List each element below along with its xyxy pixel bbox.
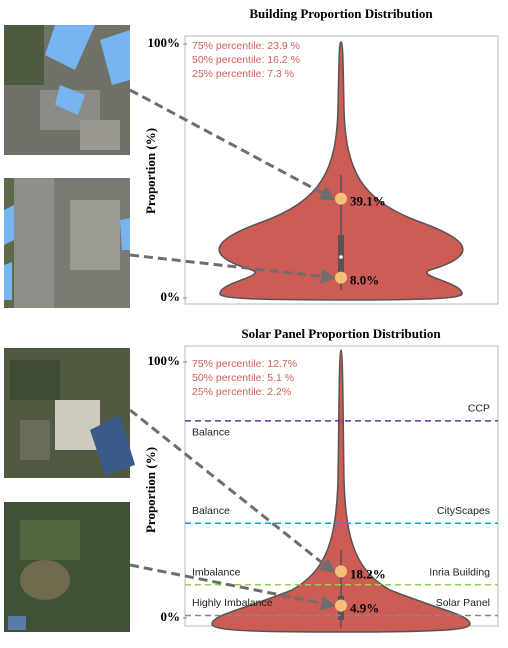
image-solar-1 [4, 348, 135, 478]
y-tick-label: 0% [161, 289, 181, 304]
annotation: 25% percentile: 7.3 % [192, 68, 294, 80]
marker-label: 8.0% [350, 273, 379, 288]
marker-label: 18.2% [350, 566, 386, 581]
chart-title: Solar Panel Proportion Distribution [241, 326, 441, 341]
annotation: 75% percentile: 12.7% [192, 358, 297, 370]
image-building-1 [4, 25, 130, 155]
marker [335, 271, 347, 284]
median [339, 255, 343, 259]
annotation: 75% percentile: 23.9 % [192, 40, 300, 52]
image-building-2 [4, 178, 130, 308]
marker [335, 599, 347, 612]
marker-label: 4.9% [350, 600, 379, 615]
annotation: 50% percentile: 16.2 % [192, 54, 300, 66]
arrow [129, 563, 336, 611]
reference-name: CCP [468, 403, 490, 415]
y-axis-label: Proportion (%) [143, 128, 158, 214]
reference-level: Balance [192, 427, 230, 439]
annotation: 25% percentile: 2.2% [192, 386, 291, 398]
reference-name: Solar Panel [436, 597, 490, 609]
iqr-box [338, 235, 344, 273]
reference-name: Inria Building [429, 567, 490, 579]
marker [335, 565, 347, 578]
reference-level: Highly Imbalance [192, 597, 273, 609]
annotation: 50% percentile: 5.1 % [192, 372, 294, 384]
plot-frame [184, 35, 499, 305]
chart-title: Building Proportion Distribution [249, 6, 433, 21]
arrow [129, 408, 336, 574]
y-tick-label: 100% [148, 35, 181, 50]
reference-level: Balance [192, 505, 230, 517]
marker [335, 192, 347, 205]
y-tick-label: 0% [161, 609, 181, 624]
violin-body [218, 41, 464, 301]
y-tick-label: 100% [148, 353, 181, 368]
arrow [129, 253, 336, 284]
reference-name: CityScapes [437, 505, 490, 517]
violin-body [211, 349, 471, 633]
y-axis-label: Proportion (%) [143, 447, 158, 533]
marker-label: 39.1% [350, 194, 386, 209]
reference-level: Imbalance [192, 567, 241, 579]
arrow [129, 88, 336, 201]
image-solar-2 [4, 502, 130, 632]
